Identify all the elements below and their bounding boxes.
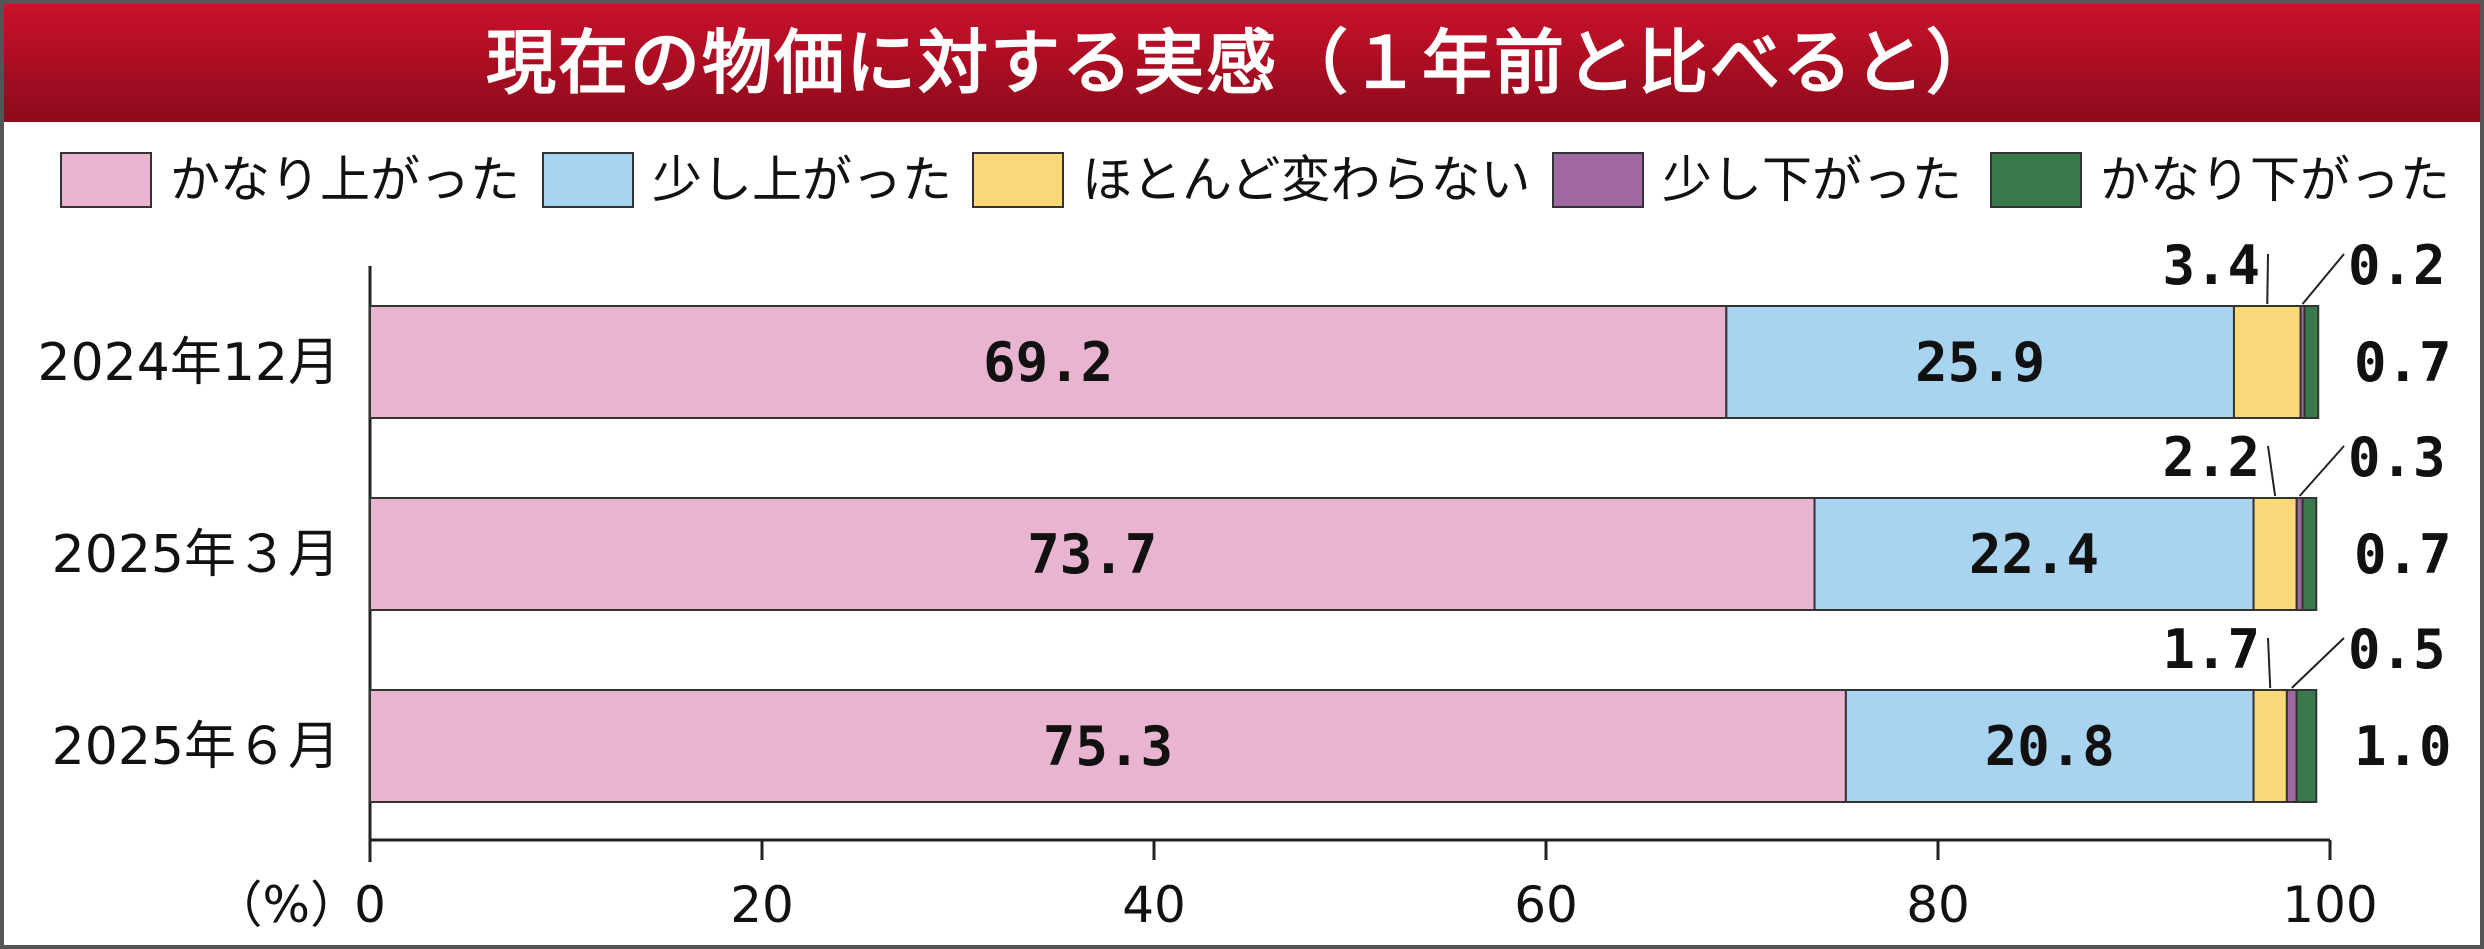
legend-swatch — [542, 152, 634, 208]
data-label: 1.7 — [2162, 618, 2260, 681]
bar-segment — [2301, 497, 2318, 611]
bar-segment — [369, 305, 1728, 419]
bar-segment — [2252, 689, 2288, 803]
data-label: 20.8 — [1985, 715, 2115, 778]
data-label: 1.0 — [2354, 715, 2452, 778]
data-label: 22.4 — [1969, 523, 2099, 586]
data-label: 25.9 — [1915, 331, 2045, 394]
bar-segment — [1844, 689, 2255, 803]
bar-segment — [2232, 305, 2302, 419]
legend-swatch — [972, 152, 1064, 208]
category-label: 2024年12月 — [37, 333, 340, 393]
title-bar: 現在の物価に対する実感（１年前と比べると） — [4, 4, 2480, 122]
x-tick-label: 20 — [730, 876, 794, 934]
leader-line — [2298, 445, 2345, 497]
x-tick-label: 0 — [354, 876, 386, 934]
data-label: 0.5 — [2348, 618, 2446, 681]
bar-segment — [369, 689, 1847, 803]
leader-line — [2301, 253, 2345, 305]
data-label: 3.4 — [2162, 234, 2260, 297]
bar-segment — [2295, 689, 2318, 803]
data-label: 0.3 — [2348, 426, 2446, 489]
legend-label: かなり上がった — [170, 151, 520, 209]
bar-chart-plot: 0 20 40 60 80 100 （%） 2024年12月 69.2 25.9 3.4 0.2 0.7… — [37, 234, 2452, 934]
x-axis-unit-label: （%） — [212, 876, 360, 934]
legend-label: かなり下がった — [2100, 151, 2450, 209]
legend-label: ほとんど変わらない — [1082, 151, 1531, 209]
bar-segment — [1725, 305, 2235, 419]
leader-line — [2267, 637, 2272, 689]
data-label: 75.3 — [1043, 715, 1173, 778]
data-label: 0.7 — [2354, 331, 2452, 394]
leader-line — [2267, 445, 2277, 497]
bar-segment — [1813, 497, 2255, 611]
data-label: 0.2 — [2348, 234, 2446, 297]
legend: かなり上がった 少し上がった ほとんど変わらない 少し下がった かなり下がった — [4, 142, 2480, 222]
legend-swatch — [60, 152, 152, 208]
x-tick-label: 40 — [1122, 876, 1186, 934]
leader-line — [2291, 637, 2345, 689]
leader-line — [2266, 253, 2269, 305]
legend-swatch — [1990, 152, 2082, 208]
x-tick-label: 60 — [1514, 876, 1578, 934]
category-label: 2025年３月 — [52, 525, 340, 585]
chart-title: 現在の物価に対する実感（１年前と比べると） — [486, 22, 1998, 104]
x-tick-label: 80 — [1906, 876, 1970, 934]
bar-segment — [2285, 689, 2298, 803]
data-label: 69.2 — [983, 331, 1113, 394]
legend-label: 少し下がった — [1662, 151, 1962, 209]
bar-segment — [2252, 497, 2298, 611]
legend-swatch — [1552, 152, 1644, 208]
bar-segment — [369, 497, 1816, 611]
bar-segment — [2303, 305, 2320, 419]
data-label: 0.7 — [2354, 523, 2452, 586]
data-label: 2.2 — [2162, 426, 2260, 489]
x-tick-label: 100 — [2282, 876, 2377, 934]
legend-label: 少し上がった — [652, 151, 952, 209]
category-label: 2025年６月 — [52, 717, 340, 777]
data-label: 73.7 — [1027, 523, 1157, 586]
